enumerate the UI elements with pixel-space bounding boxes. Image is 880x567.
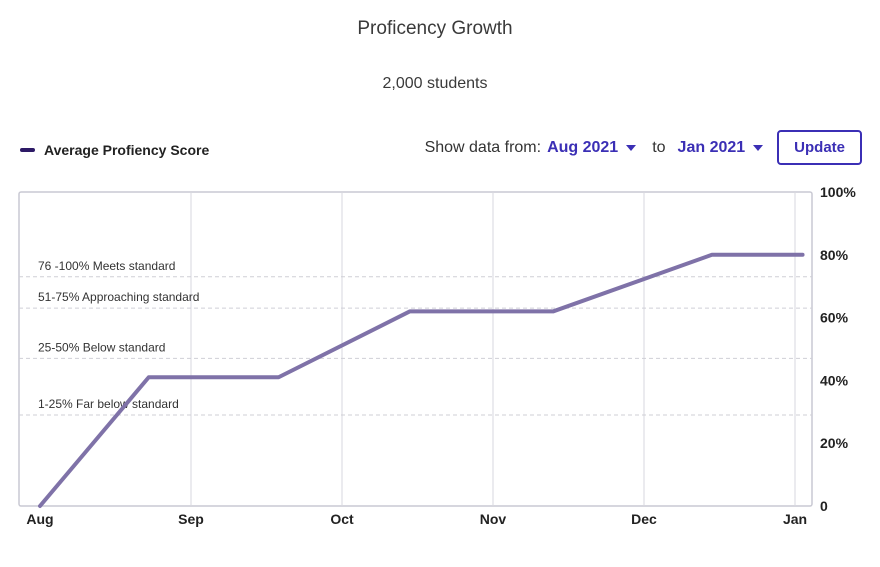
- x-tick-label: Nov: [480, 511, 507, 527]
- to-dropdown[interactable]: Jan 2021: [678, 139, 764, 157]
- y-tick-label: 60%: [820, 310, 849, 326]
- legend-label: Average Profiency Score: [44, 142, 210, 158]
- update-button[interactable]: Update: [777, 130, 862, 165]
- from-dropdown[interactable]: Aug 2021: [547, 138, 637, 157]
- y-tick-label: 20%: [820, 435, 849, 451]
- x-tick-label: Jan: [783, 511, 807, 527]
- x-tick-label: Sep: [178, 511, 204, 527]
- plot-frame: [18, 191, 813, 507]
- band-label: 76 -100% Meets standard: [38, 259, 175, 273]
- chart-title: Proficency Growth: [357, 18, 513, 39]
- x-tick-label: Dec: [631, 511, 657, 527]
- chevron-down-icon: [626, 144, 637, 151]
- y-tick-label: 100%: [820, 184, 856, 200]
- y-tick-label: 0: [820, 498, 828, 514]
- from-value: Aug 2021: [547, 138, 619, 156]
- to-label: to: [652, 138, 666, 156]
- band-label: 1-25% Far below standard: [38, 397, 179, 411]
- date-range-controls: Show data from: Aug 2021 to Jan 2021 Upd…: [425, 130, 862, 165]
- y-tick-label: 80%: [820, 247, 849, 263]
- y-tick-label: 40%: [820, 372, 849, 388]
- band-label: 25-50% Below standard: [38, 340, 165, 354]
- x-tick-label: Aug: [26, 511, 53, 527]
- to-value: Jan 2021: [677, 138, 746, 156]
- proficiency-line-chart: Aug Sep Oct Nov Dec Jan 1-25% Far below standa…: [18, 184, 856, 527]
- band-label: 51-75% Approaching standard: [38, 290, 199, 304]
- from-label: Show data from:: [424, 138, 542, 156]
- legend: Average Profiency Score: [20, 142, 209, 158]
- legend-swatch: [20, 148, 35, 152]
- x-tick-label: Oct: [330, 511, 354, 527]
- chart-subtitle: 2,000 students: [382, 75, 488, 92]
- chevron-down-icon: [753, 144, 764, 151]
